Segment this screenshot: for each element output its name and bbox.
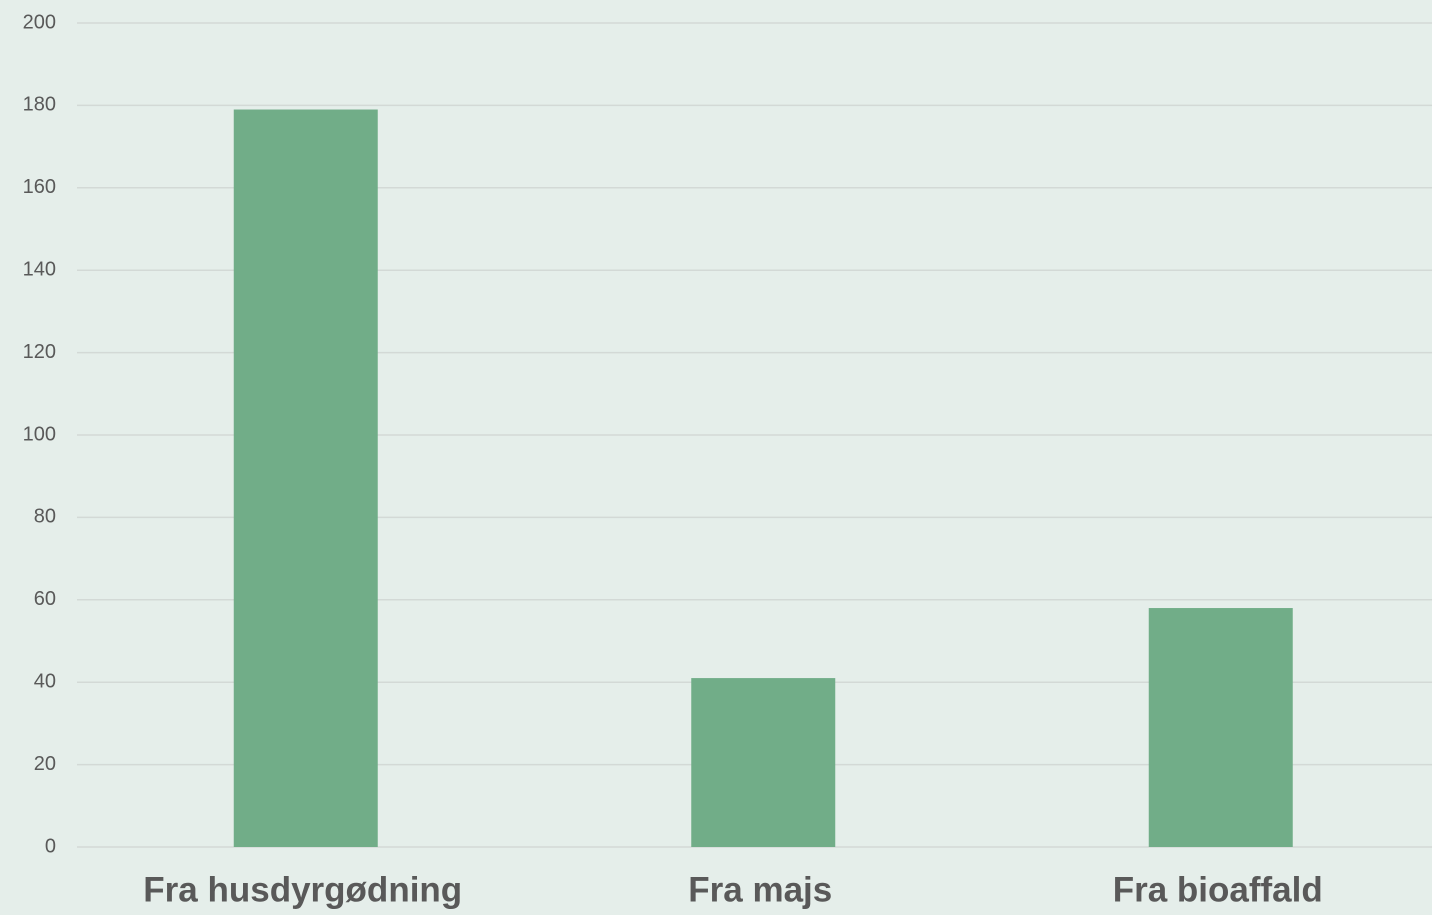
bar — [1148, 608, 1293, 847]
x-tick-label: Fra bioaffald — [1113, 870, 1323, 909]
y-tick-label: 160 — [23, 176, 56, 198]
y-tick-label: 140 — [23, 258, 56, 280]
y-tick-label: 200 — [23, 11, 56, 33]
y-tick-label: 20 — [34, 753, 56, 775]
y-tick-label: 0 — [45, 835, 56, 857]
y-tick-label: 180 — [23, 94, 56, 116]
y-tick-label: 120 — [23, 341, 56, 363]
y-tick-label: 100 — [23, 423, 56, 445]
y-tick-label: 40 — [34, 670, 56, 692]
x-tick-label: Fra husdyrgødning — [143, 870, 462, 909]
bar — [691, 678, 836, 847]
x-tick-label: Fra majs — [688, 870, 832, 909]
y-tick-label: 80 — [34, 506, 56, 528]
y-tick-label: 60 — [34, 588, 56, 610]
bar — [233, 109, 378, 847]
